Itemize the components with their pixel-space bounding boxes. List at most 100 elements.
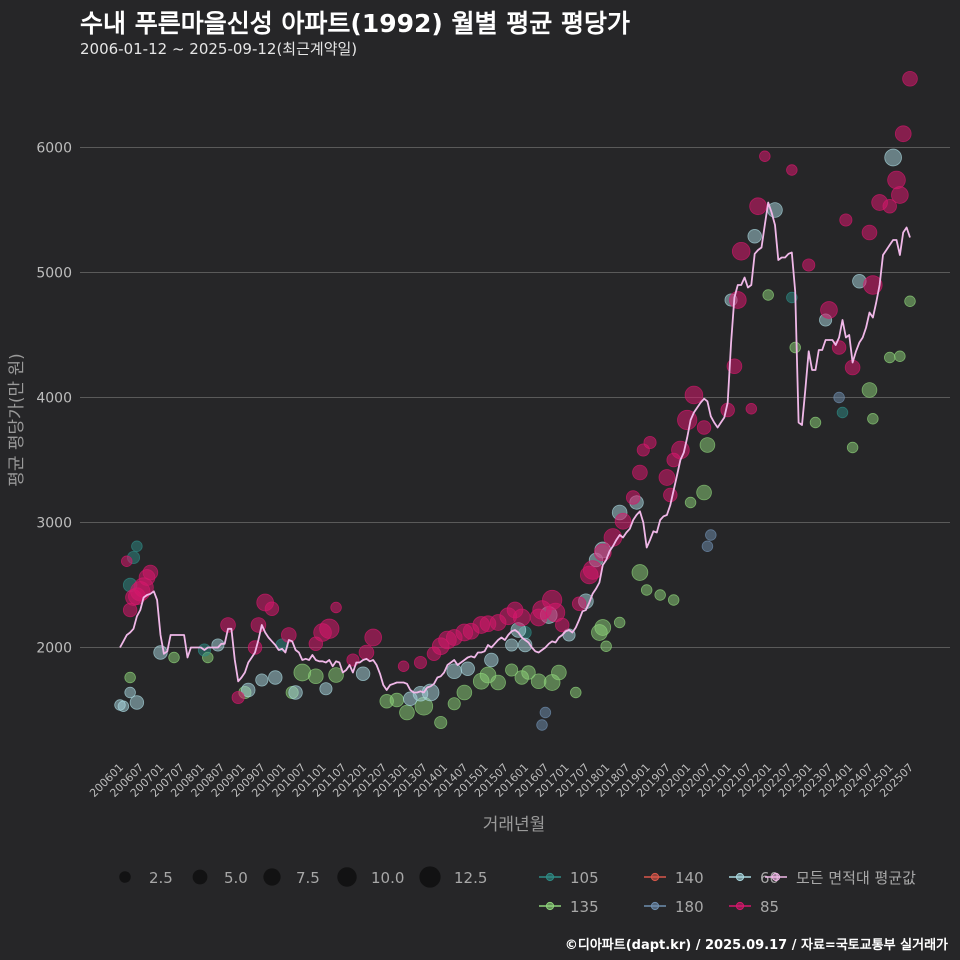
point-85 <box>902 70 918 87</box>
point-135 <box>884 351 896 364</box>
point-85 <box>555 617 570 633</box>
point-85 <box>802 258 816 272</box>
point-135 <box>762 289 774 301</box>
point-135 <box>389 692 405 708</box>
point-85 <box>894 125 912 143</box>
point-85 <box>125 589 142 606</box>
point-135 <box>530 673 547 690</box>
y-tick-label: 5000 <box>36 266 72 282</box>
point-135 <box>521 665 536 680</box>
color-legend-label: 모든 면적대 평균값 <box>796 869 916 887</box>
point-135 <box>447 697 461 711</box>
point-135 <box>168 651 180 664</box>
point-135 <box>124 671 136 684</box>
point-135 <box>505 663 519 677</box>
point-85 <box>749 197 767 216</box>
point-135 <box>894 350 906 362</box>
point-85 <box>632 464 648 481</box>
point-135 <box>789 341 801 354</box>
point-85 <box>545 602 566 623</box>
point-60 <box>319 682 333 696</box>
point-135 <box>328 667 344 683</box>
point-85 <box>121 555 133 567</box>
point-60 <box>255 673 269 687</box>
point-60 <box>288 685 303 700</box>
point-135 <box>631 564 649 581</box>
point-135 <box>696 484 712 501</box>
point-180 <box>536 719 548 731</box>
gridlines <box>80 147 950 648</box>
size-legend-dot <box>419 866 441 888</box>
point-60 <box>460 661 475 676</box>
chart-subtitle: 2006-01-12 ~ 2025-09-12(최근계약일) <box>80 40 358 58</box>
y-tick-label: 4000 <box>36 391 72 407</box>
point-135 <box>570 686 582 699</box>
point-85 <box>786 164 798 176</box>
point-85 <box>413 655 428 670</box>
point-135 <box>434 715 448 730</box>
size-legend-dot <box>337 867 357 887</box>
point-60 <box>117 700 130 712</box>
point-60 <box>484 652 499 668</box>
point-105 <box>836 406 849 419</box>
color-legend-label: 105 <box>570 869 599 887</box>
color-legend-label: 140 <box>675 869 704 887</box>
size-legend-label: 12.5 <box>454 869 487 887</box>
color-legend-dot <box>650 901 660 911</box>
point-85 <box>863 275 883 295</box>
y-axis-ticks: 2000 3000 4000 5000 6000 <box>36 141 72 657</box>
point-85 <box>397 660 410 672</box>
point-85 <box>663 487 678 503</box>
point-60 <box>124 686 136 699</box>
average-line-layer <box>119 201 911 694</box>
point-85 <box>319 618 340 639</box>
size-legend-label: 10.0 <box>371 869 404 887</box>
point-60 <box>747 229 762 244</box>
point-60 <box>884 148 902 167</box>
point-85 <box>231 690 245 705</box>
point-135 <box>399 704 415 721</box>
point-180 <box>539 706 552 719</box>
x-axis-ticks: 2006012006072007012007072008012008072009… <box>87 761 916 800</box>
y-tick-label: 2000 <box>36 641 72 657</box>
point-85 <box>745 403 758 415</box>
point-135 <box>613 616 626 629</box>
point-85 <box>887 170 906 190</box>
x-axis-title: 거래년월 <box>483 815 546 835</box>
y-axis-title: 평균 평당가(만 원) <box>7 353 27 487</box>
point-135 <box>490 674 506 691</box>
point-85 <box>696 420 712 435</box>
point-85 <box>142 564 159 581</box>
source-caption: ©디아파트(dapt.kr) / 2025.09.17 / 자료=국토교통부 실… <box>564 938 948 953</box>
point-85 <box>346 653 360 667</box>
point-135 <box>594 619 612 636</box>
point-85 <box>891 186 909 204</box>
point-85 <box>512 608 531 627</box>
point-85 <box>820 301 838 319</box>
point-85 <box>643 435 657 450</box>
point-135 <box>654 589 666 601</box>
point-85 <box>364 628 383 647</box>
point-135 <box>684 496 697 509</box>
color-legend-dot <box>650 872 660 882</box>
point-135 <box>293 663 312 682</box>
point-180 <box>833 391 845 404</box>
color-legend-dot <box>735 901 745 911</box>
point-85 <box>684 385 704 405</box>
data-points <box>114 70 918 731</box>
size-legend-label: 2.5 <box>149 869 173 887</box>
average-line <box>119 201 911 694</box>
point-135 <box>600 640 612 652</box>
point-135 <box>861 382 878 398</box>
color-legend-label: 135 <box>570 898 599 916</box>
point-135 <box>640 584 653 596</box>
point-135 <box>867 413 879 425</box>
point-85 <box>250 617 267 633</box>
color-legend-dot <box>735 872 745 882</box>
color-legend-dot <box>545 872 555 882</box>
point-85 <box>582 560 603 580</box>
point-85 <box>759 150 771 162</box>
point-60 <box>129 695 145 710</box>
point-60 <box>211 638 225 652</box>
point-135 <box>308 668 324 685</box>
